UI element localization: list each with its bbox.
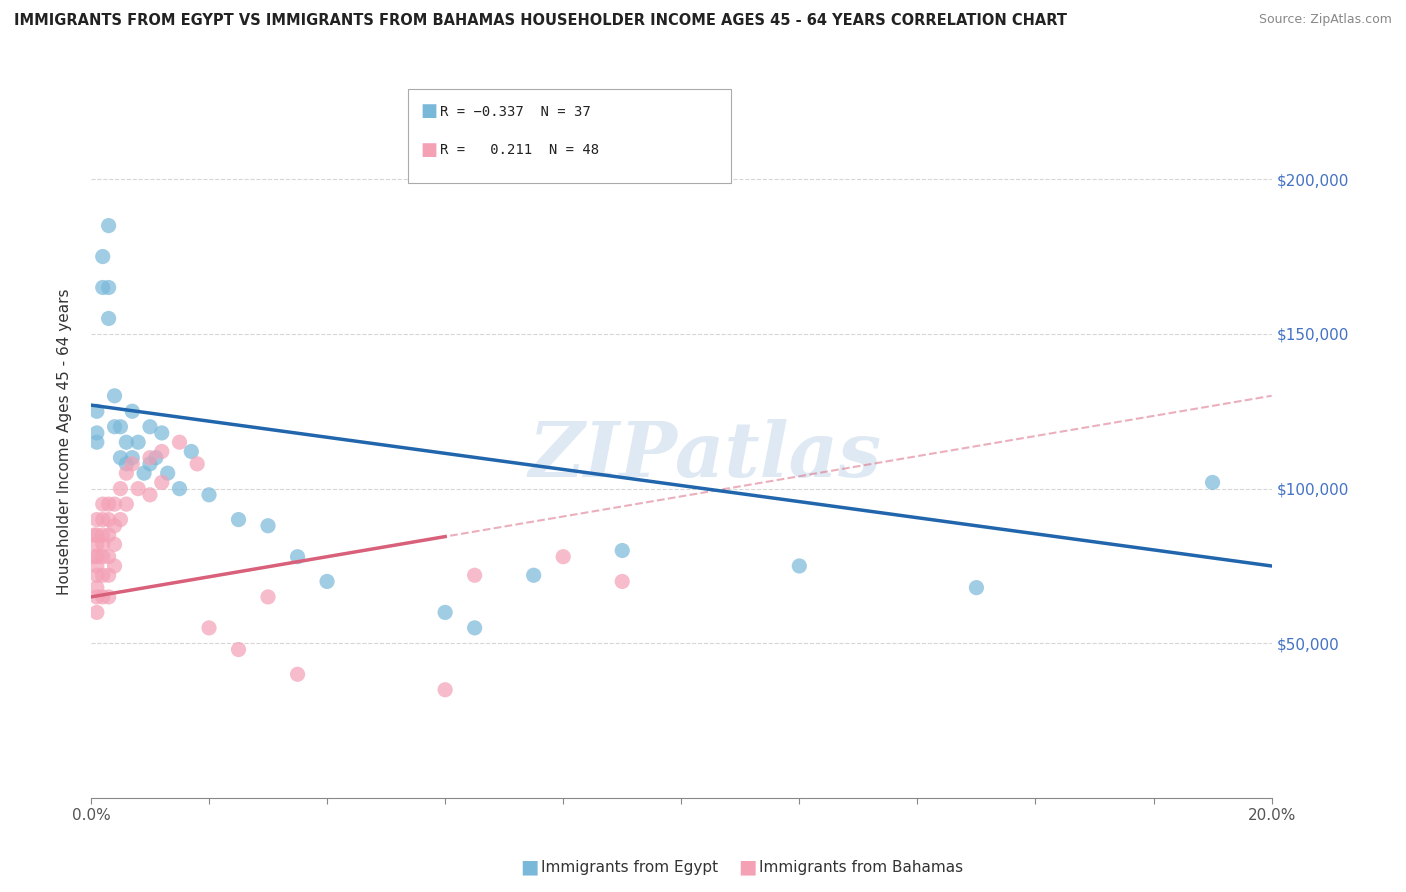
Point — [139, 488, 162, 502]
Text: Immigrants from Bahamas: Immigrants from Bahamas — [759, 860, 963, 874]
Point — [110, 512, 132, 526]
Y-axis label: Householder Income Ages 45 - 64 years: Householder Income Ages 45 - 64 years — [58, 289, 72, 596]
Point — [287, 549, 309, 564]
Point — [97, 280, 120, 294]
Point — [316, 574, 339, 589]
Point — [228, 512, 250, 526]
Point — [86, 537, 108, 551]
Point — [434, 682, 457, 697]
Text: Source: ZipAtlas.com: Source: ZipAtlas.com — [1258, 13, 1392, 27]
Text: ■: ■ — [420, 103, 437, 120]
Point — [434, 606, 457, 620]
Point — [464, 621, 486, 635]
Text: Immigrants from Egypt: Immigrants from Egypt — [541, 860, 718, 874]
Text: ■: ■ — [738, 857, 756, 877]
Point — [150, 425, 173, 440]
Point — [121, 450, 143, 465]
Point — [103, 419, 125, 434]
Point — [103, 559, 125, 574]
Point — [115, 497, 138, 511]
Point — [198, 488, 221, 502]
Point — [115, 457, 138, 471]
Point — [91, 549, 114, 564]
Text: R = −0.337  N = 37: R = −0.337 N = 37 — [440, 104, 591, 119]
Point — [132, 466, 155, 480]
Point — [86, 528, 108, 542]
Point — [139, 457, 162, 471]
Point — [86, 606, 108, 620]
Point — [110, 450, 132, 465]
Point — [121, 457, 143, 471]
Point — [257, 590, 280, 604]
Point — [103, 537, 125, 551]
Point — [115, 435, 138, 450]
Point — [97, 528, 120, 542]
Point — [91, 528, 114, 542]
Point — [103, 518, 125, 533]
Point — [86, 568, 108, 582]
Point — [612, 543, 634, 558]
Point — [150, 475, 173, 490]
Point — [180, 444, 202, 458]
Point — [150, 444, 173, 458]
Point — [83, 528, 105, 542]
Point — [91, 280, 114, 294]
Point — [553, 549, 575, 564]
Point — [103, 389, 125, 403]
Point — [965, 581, 987, 595]
Point — [103, 497, 125, 511]
Point — [97, 549, 120, 564]
Point — [91, 537, 114, 551]
Point — [97, 512, 120, 526]
Point — [139, 419, 162, 434]
Text: ■: ■ — [420, 141, 437, 159]
Point — [86, 435, 108, 450]
Point — [1201, 475, 1223, 490]
Point — [91, 590, 114, 604]
Point — [97, 219, 120, 233]
Point — [121, 404, 143, 418]
Point — [110, 482, 132, 496]
Point — [228, 642, 250, 657]
Point — [91, 512, 114, 526]
Text: IMMIGRANTS FROM EGYPT VS IMMIGRANTS FROM BAHAMAS HOUSEHOLDER INCOME AGES 45 - 64: IMMIGRANTS FROM EGYPT VS IMMIGRANTS FROM… — [14, 13, 1067, 29]
Point — [91, 497, 114, 511]
Point — [97, 568, 120, 582]
Point — [115, 466, 138, 480]
Point — [97, 497, 120, 511]
Text: ZIPatlas: ZIPatlas — [529, 419, 882, 493]
Point — [97, 590, 120, 604]
Point — [186, 457, 208, 471]
Point — [91, 568, 114, 582]
Point — [464, 568, 486, 582]
Point — [86, 425, 108, 440]
Text: ■: ■ — [520, 857, 538, 877]
Point — [127, 482, 149, 496]
Point — [110, 419, 132, 434]
Point — [86, 559, 108, 574]
Point — [83, 549, 105, 564]
Point — [86, 581, 108, 595]
Point — [169, 482, 191, 496]
Point — [86, 404, 108, 418]
Point — [612, 574, 634, 589]
Point — [169, 435, 191, 450]
Point — [257, 518, 280, 533]
Point — [198, 621, 221, 635]
Point — [127, 435, 149, 450]
Point — [523, 568, 546, 582]
Point — [86, 549, 108, 564]
Point — [139, 450, 162, 465]
Point — [86, 512, 108, 526]
Point — [156, 466, 179, 480]
Point — [97, 311, 120, 326]
Point — [86, 590, 108, 604]
Point — [91, 250, 114, 264]
Point — [789, 559, 811, 574]
Point — [145, 450, 167, 465]
Point — [287, 667, 309, 681]
Text: R =   0.211  N = 48: R = 0.211 N = 48 — [440, 143, 599, 157]
